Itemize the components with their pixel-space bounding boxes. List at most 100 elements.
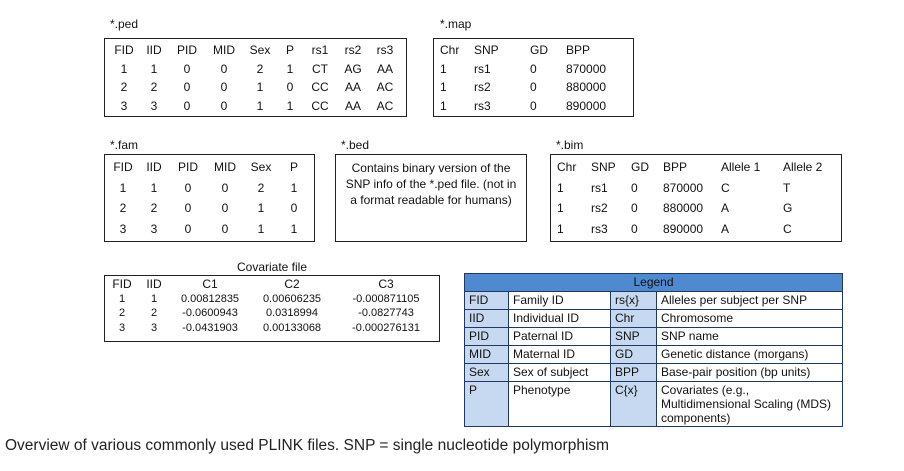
fam-cell: 2 — [257, 180, 265, 195]
map-table: Chr SNP GD BPP 1 rs1 0 870000 1 rs2 0 880000 1 rs3 0 8… — [440, 41, 626, 115]
table-row: 1 1 0 0 2 1 CT AG AA — [109, 60, 401, 79]
ped-label: *.ped — [110, 17, 139, 31]
map-body: 1 rs1 0 870000 1 rs2 0 880000 1 rs3 0 890000 — [440, 60, 626, 116]
ped-body: 1 1 0 0 2 1 CT AG AA 2 2 0 0 1 0 CC AA AC 3 3 0 0 1 1 CC AA AC — [109, 60, 401, 116]
covariate-header-cell: C3 — [378, 277, 394, 292]
fam-cell: 0 — [290, 201, 298, 216]
bim-cell: 0 — [631, 221, 638, 236]
ped-cell: 0 — [286, 80, 294, 95]
table-row: 2 2 0 0 1 0 — [108, 198, 310, 219]
bim-cell: 880000 — [663, 201, 704, 216]
ped-header-cell: rs2 — [344, 43, 362, 58]
fam-cell: 2 — [119, 201, 127, 216]
legend-description: Paternal ID — [508, 327, 611, 346]
bim-body: 1 rs1 0 870000 C T 1 rs2 0 880000 A G 1 rs3 0 890000 A C — [557, 178, 835, 240]
fam-cell: 0 — [221, 180, 229, 195]
fam-label: *.fam — [110, 138, 139, 152]
table-row: 1 rs1 0 870000 C T — [557, 178, 835, 199]
legend-abbreviation: SNP — [610, 327, 657, 346]
legend-description: Covariates (e.g., Multidimensional Scali… — [656, 381, 843, 427]
covariate-cell: -0.0600943 — [182, 307, 238, 320]
legend-description: Family ID — [508, 291, 611, 310]
ped-cell: 1 — [256, 80, 264, 95]
legend-abbreviation: IID — [464, 309, 509, 328]
ped-cell: CC — [311, 80, 329, 95]
map-cell: 0 — [530, 80, 537, 95]
covariate-cell: 1 — [118, 292, 126, 305]
bim-cell: 0 — [631, 180, 638, 195]
covariate-table-box: FID IID C1 C2 C3 1 1 0.00812835 0.00606235 -0.00… — [104, 275, 440, 342]
fam-cell: 1 — [290, 180, 298, 195]
bed-label: *.bed — [341, 138, 370, 152]
ped-cell: 0 — [220, 80, 228, 95]
ped-cell: CC — [311, 98, 329, 113]
bim-cell: 1 — [557, 201, 564, 216]
bim-cell: 1 — [557, 221, 564, 236]
ped-cell: 0 — [183, 61, 191, 76]
bim-cell: rs2 — [591, 201, 608, 216]
ped-header-cell: PID — [176, 43, 197, 58]
ped-header-cell: rs3 — [376, 43, 394, 58]
ped-cell: 2 — [256, 61, 264, 76]
fam-table: FID IID PID MID Sex P 1 1 0 0 2 1 2 2 0 0 1 0 3 3 0 0 1 1 — [108, 157, 310, 239]
bim-cell: 0 — [631, 201, 638, 216]
covariate-header-cell: C2 — [284, 277, 300, 292]
fam-cell: 1 — [119, 180, 127, 195]
legend-abbreviation: GD — [610, 345, 657, 364]
map-cell: rs2 — [474, 80, 491, 95]
map-cell: 1 — [440, 61, 447, 76]
fam-header-cell: FID — [113, 160, 133, 175]
table-row: 1 rs3 0 890000 — [440, 97, 626, 116]
ped-cell: 0 — [220, 61, 228, 76]
table-row: 3 3 -0.0431903 0.00133068 -0.000276131 — [105, 321, 439, 336]
fam-header-row: FID IID PID MID Sex P — [108, 157, 310, 178]
covariate-cell: -0.0827743 — [358, 307, 414, 320]
table-row: 2 2 -0.0600943 0.0318994 -0.0827743 — [105, 306, 439, 321]
legend-body: FID Family ID rs{x} Alleles per subject per… — [464, 291, 843, 427]
covariate-header-cell: C1 — [202, 277, 218, 292]
ped-header-cell: Sex — [249, 43, 271, 58]
bim-header-cell: Allele 2 — [783, 160, 823, 175]
legend-description: Individual ID — [508, 309, 611, 328]
covariate-cell: 0.00606235 — [262, 292, 322, 305]
fam-header-cell: Sex — [250, 160, 272, 175]
covariate-cell: 0.00133068 — [262, 321, 322, 334]
legend-abbreviation: PID — [464, 327, 509, 346]
ped-header-cell: MID — [213, 43, 235, 58]
covariate-cell: 0.0318994 — [266, 307, 318, 320]
bim-cell: A — [721, 221, 730, 236]
fam-cell: 3 — [119, 221, 127, 236]
legend-description: Sex of subject — [508, 363, 611, 382]
ped-cell: 0 — [183, 80, 191, 95]
bed-description: Contains binary version of the SNP info … — [345, 161, 517, 207]
covariate-cell: 2 — [150, 307, 158, 320]
fam-header-cell: IID — [146, 160, 162, 175]
covariate-cell: 3 — [118, 321, 126, 334]
table-row: 1 1 0 0 2 1 — [108, 178, 310, 199]
legend-description: Chromosome — [656, 309, 843, 328]
fam-cell: 0 — [221, 221, 229, 236]
table-row: 3 3 0 0 1 1 CC AA AC — [109, 97, 401, 116]
fam-cell: 1 — [150, 180, 158, 195]
legend-row: IID Individual ID Chr Chromosome — [464, 309, 843, 328]
bim-cell: rs3 — [591, 221, 608, 236]
map-cell: rs3 — [474, 98, 491, 113]
map-header-cell: GD — [530, 43, 548, 58]
bim-cell: A — [721, 201, 730, 216]
fam-cell: 0 — [184, 201, 192, 216]
bim-header-cell: SNP — [591, 160, 616, 175]
ped-cell: 1 — [150, 61, 158, 76]
ped-cell: 1 — [286, 61, 294, 76]
fam-header-cell: MID — [214, 160, 236, 175]
fam-cell: 1 — [290, 221, 298, 236]
ped-cell: AA — [376, 61, 393, 76]
legend-description: Base-pair position (bp units) — [656, 363, 843, 382]
map-cell: rs1 — [474, 61, 491, 76]
fam-table-box: FID IID PID MID Sex P 1 1 0 0 2 1 2 2 0 0 1 0 3 3 0 0 1 1 — [104, 154, 315, 242]
legend-row: Sex Sex of subject BPP Base-pair position (… — [464, 363, 843, 382]
ped-cell: 1 — [256, 98, 264, 113]
map-header-row: Chr SNP GD BPP — [440, 41, 626, 60]
